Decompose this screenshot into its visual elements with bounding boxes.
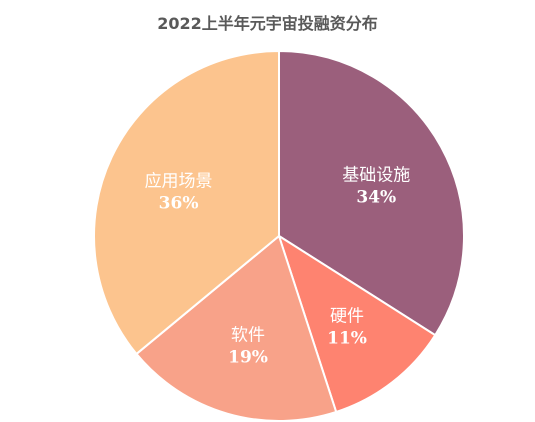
slice-label-2: 软件	[231, 326, 265, 346]
slice-label-0: 基础设施	[342, 166, 410, 186]
slice-percent-0: 34%	[356, 188, 396, 208]
chart-title: 2022上半年元宇宙投融资分布	[157, 14, 378, 33]
slice-label-3: 应用场景	[145, 172, 213, 192]
pie-slice-1	[277, 233, 437, 414]
slice-label-1: 硬件	[330, 307, 364, 327]
pie-slice-2	[135, 234, 338, 422]
pie-slice-0	[278, 49, 465, 337]
pie-slice-3	[93, 49, 280, 356]
slice-percent-2: 19%	[228, 348, 268, 368]
slice-percent-1: 11%	[327, 329, 367, 349]
slice-percent-3: 36%	[159, 194, 199, 214]
